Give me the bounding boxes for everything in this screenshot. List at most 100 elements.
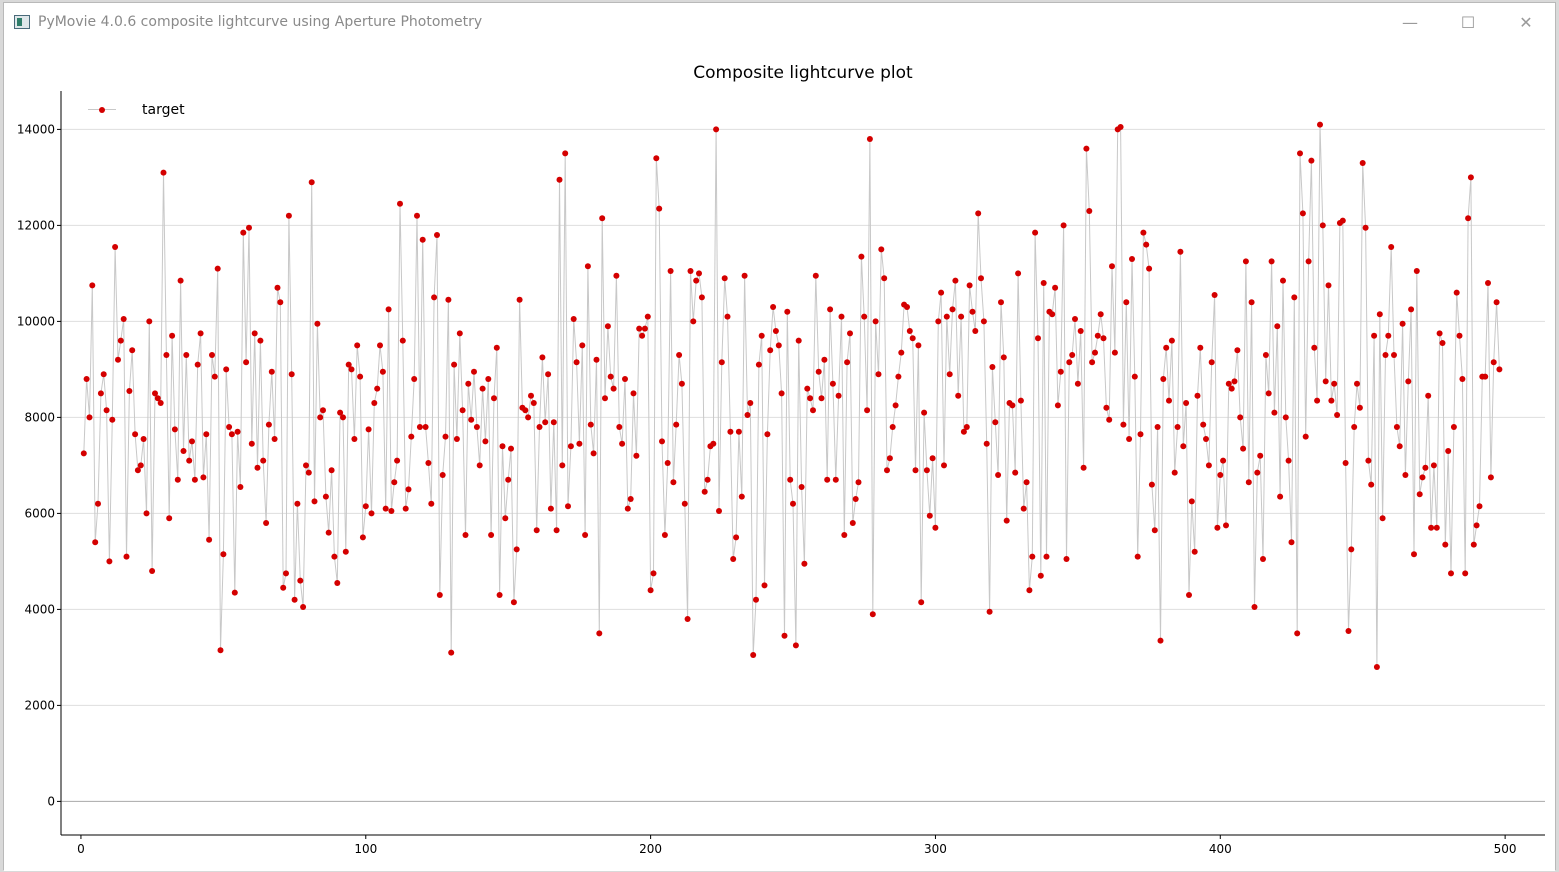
data-point: [231, 589, 238, 596]
data-point: [314, 320, 321, 327]
data-point: [941, 462, 947, 469]
data-point: [1439, 340, 1446, 346]
data-point: [761, 582, 768, 589]
data-point: [1157, 637, 1164, 644]
data-point: [753, 596, 759, 603]
data-point: [528, 392, 534, 399]
data-point: [607, 373, 614, 380]
data-point: [1277, 493, 1284, 500]
data-point: [394, 457, 401, 464]
data-point: [881, 275, 888, 282]
data-point: [792, 642, 799, 649]
data-point: [365, 426, 372, 433]
data-point: [1069, 352, 1076, 358]
data-point: [710, 440, 717, 447]
data-point: [174, 476, 181, 483]
data-point: [1126, 436, 1133, 442]
data-point: [434, 232, 440, 238]
data-point: [194, 361, 201, 368]
close-button[interactable]: ✕: [1497, 3, 1555, 41]
data-point: [428, 500, 435, 507]
data-point: [576, 440, 583, 447]
data-point: [835, 392, 842, 399]
data-point: [852, 496, 859, 502]
data-point: [1490, 359, 1497, 366]
data-point: [995, 472, 1002, 478]
data-point: [1373, 664, 1380, 670]
data-point: [491, 395, 497, 402]
data-point: [411, 376, 418, 382]
data-point: [354, 342, 361, 349]
maximize-button[interactable]: ☐: [1439, 3, 1497, 41]
data-point: [704, 476, 711, 483]
data-point: [1399, 320, 1406, 327]
data-point: [260, 457, 267, 464]
data-point: [562, 150, 569, 157]
data-point: [656, 205, 663, 212]
data-point: [416, 424, 423, 430]
data-point: [183, 352, 190, 358]
data-point: [775, 342, 782, 349]
data-point: [1487, 474, 1494, 481]
data-point: [861, 313, 868, 320]
data-point: [325, 529, 332, 536]
data-point: [1428, 524, 1435, 531]
data-point: [391, 479, 398, 486]
data-point: [1305, 258, 1312, 265]
data-point: [1268, 258, 1275, 265]
data-point: [1467, 174, 1474, 181]
data-point: [1448, 570, 1454, 577]
data-point: [533, 527, 540, 534]
data-point: [872, 318, 879, 325]
data-point: [408, 433, 415, 440]
data-point: [1371, 332, 1378, 339]
data-point: [801, 560, 808, 567]
data-point: [827, 306, 834, 313]
data-point: [855, 479, 862, 486]
data-point: [1000, 354, 1007, 361]
data-point: [841, 532, 848, 538]
data-point: [317, 414, 324, 421]
data-point: [448, 649, 455, 656]
data-point: [83, 376, 90, 382]
data-point: [1473, 522, 1480, 529]
data-point: [687, 268, 694, 274]
data-point: [288, 371, 295, 378]
plot-area[interactable]: Composite lightcurve plot 0 2000 4000 6000 8…: [4, 41, 1555, 871]
minimize-button[interactable]: —: [1381, 3, 1439, 41]
data-point: [1197, 344, 1204, 351]
data-point: [431, 294, 438, 301]
data-point: [619, 440, 626, 447]
data-point: [1280, 277, 1286, 284]
data-point: [963, 424, 970, 430]
data-point: [701, 488, 708, 495]
data-point: [200, 474, 207, 481]
title-bar[interactable]: PyMovie 4.0.6 composite lightcurve using…: [4, 3, 1555, 41]
data-point: [1345, 628, 1352, 634]
data-point: [1100, 335, 1107, 342]
lightcurve-chart[interactable]: 0 2000 4000 6000 8000 10000 12000 14000 0 100 200 3…: [4, 41, 1557, 871]
data-point: [137, 462, 144, 469]
data-point: [1285, 457, 1292, 464]
data-point: [1282, 414, 1289, 421]
data-point: [331, 553, 338, 560]
data-point: [644, 313, 651, 320]
legend[interactable]: target: [86, 102, 185, 118]
data-point: [590, 450, 597, 457]
y-tick-label: 0: [47, 794, 55, 808]
data-point: [1302, 433, 1309, 440]
data-point: [186, 457, 193, 464]
data-point: [1262, 352, 1269, 358]
x-tick-label: 100: [354, 842, 377, 856]
data-point: [1339, 217, 1346, 224]
data-point: [1482, 373, 1489, 380]
data-point: [1476, 503, 1483, 510]
data-point: [1436, 330, 1443, 337]
data-point: [1012, 469, 1019, 476]
data-point: [402, 505, 409, 512]
data-point: [1240, 445, 1247, 452]
data-point: [547, 505, 554, 512]
data-point: [140, 436, 147, 442]
data-point: [664, 460, 671, 466]
data-point: [812, 272, 819, 279]
